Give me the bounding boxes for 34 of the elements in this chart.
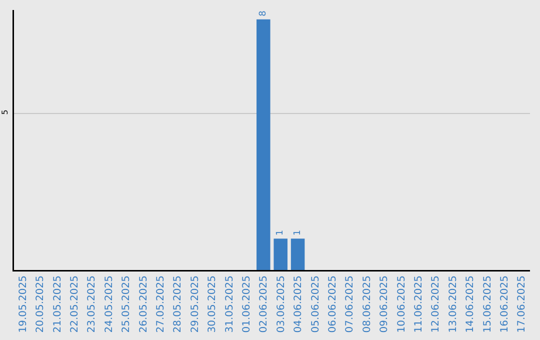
x-tick-label: 29.05.2025 (190, 276, 201, 333)
x-tick-label: 14.06.2025 (465, 276, 476, 333)
x-tick-label: 13.06.2025 (448, 276, 459, 333)
data-label: 1 (276, 230, 286, 236)
x-tick-label: 05.06.2025 (310, 276, 322, 333)
x-tick-label: 08.06.2025 (362, 276, 373, 333)
x-tick-label: 21.05.2025 (52, 276, 64, 333)
x-tick-label: 28.05.2025 (172, 276, 184, 333)
x-tick-label: 10.06.2025 (396, 276, 408, 333)
x-tick-label: 23.05.2025 (86, 276, 98, 333)
x-tick-label: 09.06.2025 (379, 276, 390, 333)
x-tick-label: 30.05.2025 (207, 276, 218, 333)
data-label: 8 (258, 10, 268, 16)
x-tick-label: 26.05.2025 (138, 276, 150, 333)
x-tick-label: 31.05.2025 (224, 276, 236, 333)
x-tick-label: 27.05.2025 (155, 276, 166, 333)
x-tick-label: 16.06.2025 (499, 276, 510, 333)
x-tick-label: 06.06.2025 (327, 276, 338, 333)
x-tick-label: 17.06.2025 (516, 276, 528, 333)
x-tick-label: 19.05.2025 (18, 276, 29, 333)
x-tick-label: 03.06.2025 (276, 276, 287, 333)
x-tick-label: 22.05.2025 (69, 276, 80, 333)
x-tick-label: 24.05.2025 (104, 276, 115, 333)
x-tick-label: 02.06.2025 (258, 276, 270, 333)
x-tick-label: 15.06.2025 (482, 276, 494, 333)
x-tick-label: 12.06.2025 (430, 276, 442, 333)
y-tick-label: 5 (0, 110, 10, 115)
x-tick-label: 11.06.2025 (413, 276, 424, 333)
x-tick-label: 01.06.2025 (241, 276, 252, 333)
x-tick-label: 20.05.2025 (35, 276, 46, 333)
data-label: 1 (292, 230, 303, 236)
x-tick-label: 25.05.2025 (121, 276, 132, 333)
x-tick-label: 07.06.2025 (344, 276, 356, 333)
x-tick-label: 04.06.2025 (293, 276, 304, 333)
